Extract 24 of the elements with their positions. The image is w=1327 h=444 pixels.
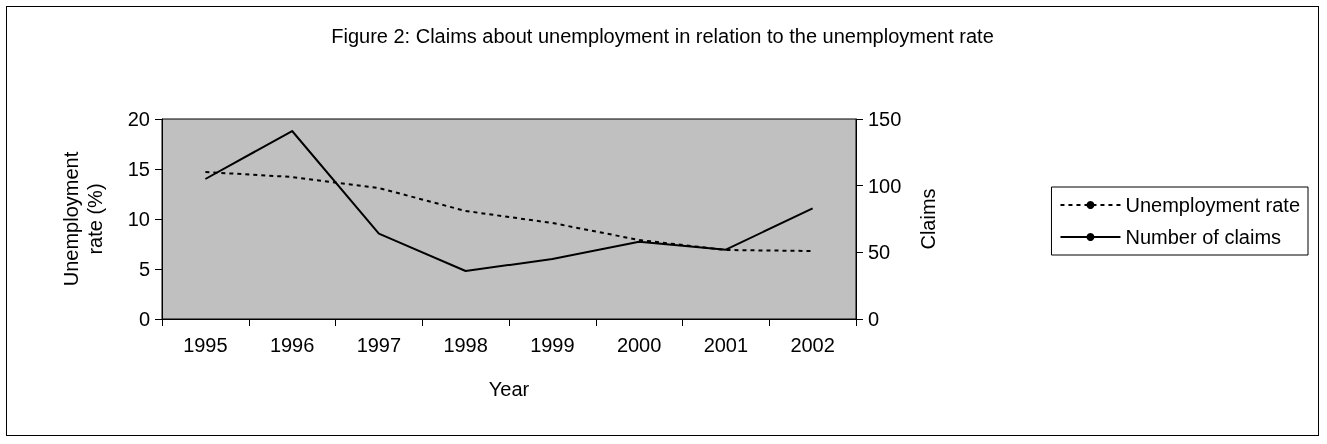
y-tick-label: 20 xyxy=(127,108,150,130)
legend-label: Number of claims xyxy=(1125,226,1282,248)
x-axis-title: Year xyxy=(488,378,530,400)
x-tick-label: 2002 xyxy=(790,334,835,356)
y-tick-label: 10 xyxy=(127,208,150,230)
x-tick-label: 1998 xyxy=(443,334,488,356)
y-tick-label: 15 xyxy=(127,158,150,180)
x-tick-label: 2000 xyxy=(616,334,662,356)
x-tick-label: 1996 xyxy=(269,334,315,356)
line-series xyxy=(204,130,814,272)
y2-tick-label: 0 xyxy=(868,308,880,330)
y2-tick-label: 150 xyxy=(868,108,902,130)
y2-axis-title: Claims xyxy=(917,188,939,250)
y-tick-label: 5 xyxy=(138,258,150,280)
x-tick-label: 1995 xyxy=(183,334,228,356)
x-tick-label: 1999 xyxy=(530,334,575,356)
legend-label: Unemployment rate xyxy=(1125,194,1301,216)
chart-title: Figure 2: Claims about unemployment in relation to the unemployment rate xyxy=(331,25,994,47)
y2-tick-label: 50 xyxy=(868,241,891,264)
y2-tick-label: 100 xyxy=(868,174,902,197)
x-tick-label: 1997 xyxy=(356,334,402,356)
x-tick-label: 2001 xyxy=(703,334,749,356)
y-tick-label: 0 xyxy=(138,308,150,330)
y-axis-title: Unemployment rate (%) xyxy=(60,151,106,287)
